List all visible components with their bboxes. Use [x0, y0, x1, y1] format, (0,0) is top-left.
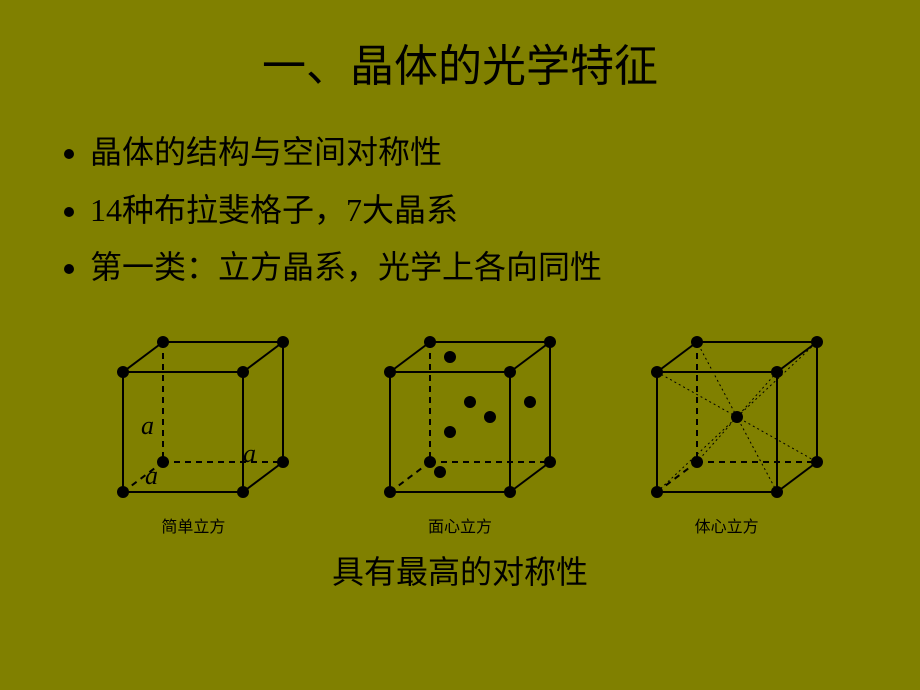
diagram-caption: 面心立方 — [350, 513, 570, 537]
cube-icon — [350, 322, 570, 502]
bullet-item: 晶体的结构与空间对称性 — [90, 124, 860, 182]
diagram-face-centered: 面心立方 — [350, 322, 570, 537]
cube-icon — [617, 322, 837, 502]
lattice-a-label: a — [141, 411, 154, 440]
lattice-a-label: a — [145, 461, 158, 490]
diagram-row: a a a 简单立方 — [60, 322, 860, 537]
diagram-caption: 简单立方 — [83, 513, 303, 537]
bullet-item: 14种布拉斐格子，7大晶系 — [90, 182, 860, 240]
diagram-caption: 体心立方 — [617, 513, 837, 537]
footer-text: 具有最高的对称性 — [60, 547, 860, 593]
slide-title: 一、晶体的光学特征 — [60, 30, 860, 94]
slide: 一、晶体的光学特征 晶体的结构与空间对称性 14种布拉斐格子，7大晶系 第一类：… — [0, 0, 920, 690]
bullet-list: 晶体的结构与空间对称性 14种布拉斐格子，7大晶系 第一类：立方晶系，光学上各向… — [60, 124, 860, 297]
lattice-a-label: a — [243, 439, 256, 468]
bullet-item: 第一类：立方晶系，光学上各向同性 — [90, 239, 860, 297]
diagram-simple-cubic: a a a 简单立方 — [83, 322, 303, 537]
cube-icon: a a a — [83, 322, 303, 502]
diagram-body-centered: 体心立方 — [617, 322, 837, 537]
